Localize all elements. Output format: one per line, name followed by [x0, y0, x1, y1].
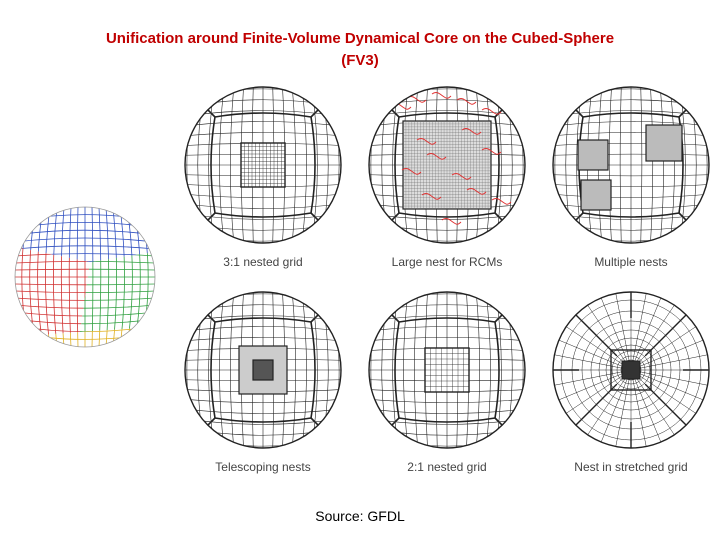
- globe-multiple-nests: [552, 86, 710, 244]
- caption-large-nest-rcms: Large nest for RCMs: [391, 255, 503, 269]
- globe-2-1-nested-grid: [368, 291, 526, 449]
- caption-3-1-nested-grid: 3:1 nested grid: [223, 255, 303, 269]
- caption-multiple-nests: Multiple nests: [594, 255, 668, 269]
- globe-telescoping-nests: [184, 291, 342, 449]
- globe-large-nest-rcms: [368, 86, 526, 244]
- caption-telescoping-nests: Telescoping nests: [215, 460, 311, 474]
- title-line-1: Unification around Finite-Volume Dynamic…: [105, 30, 615, 47]
- page-title: Unification around Finite-Volume Dynamic…: [60, 28, 660, 72]
- source-credit: Source: GFDL: [315, 508, 405, 524]
- caption-2-1-nested-grid: 2:1 nested grid: [407, 460, 487, 474]
- title-line-2: (FV3): [341, 52, 379, 69]
- globe-3-1-nested-grid: [184, 86, 342, 244]
- cubed-sphere-globe: [14, 206, 156, 348]
- globe-nest-stretched-grid: [552, 291, 710, 449]
- caption-nest-stretched-grid: Nest in stretched grid: [574, 460, 688, 474]
